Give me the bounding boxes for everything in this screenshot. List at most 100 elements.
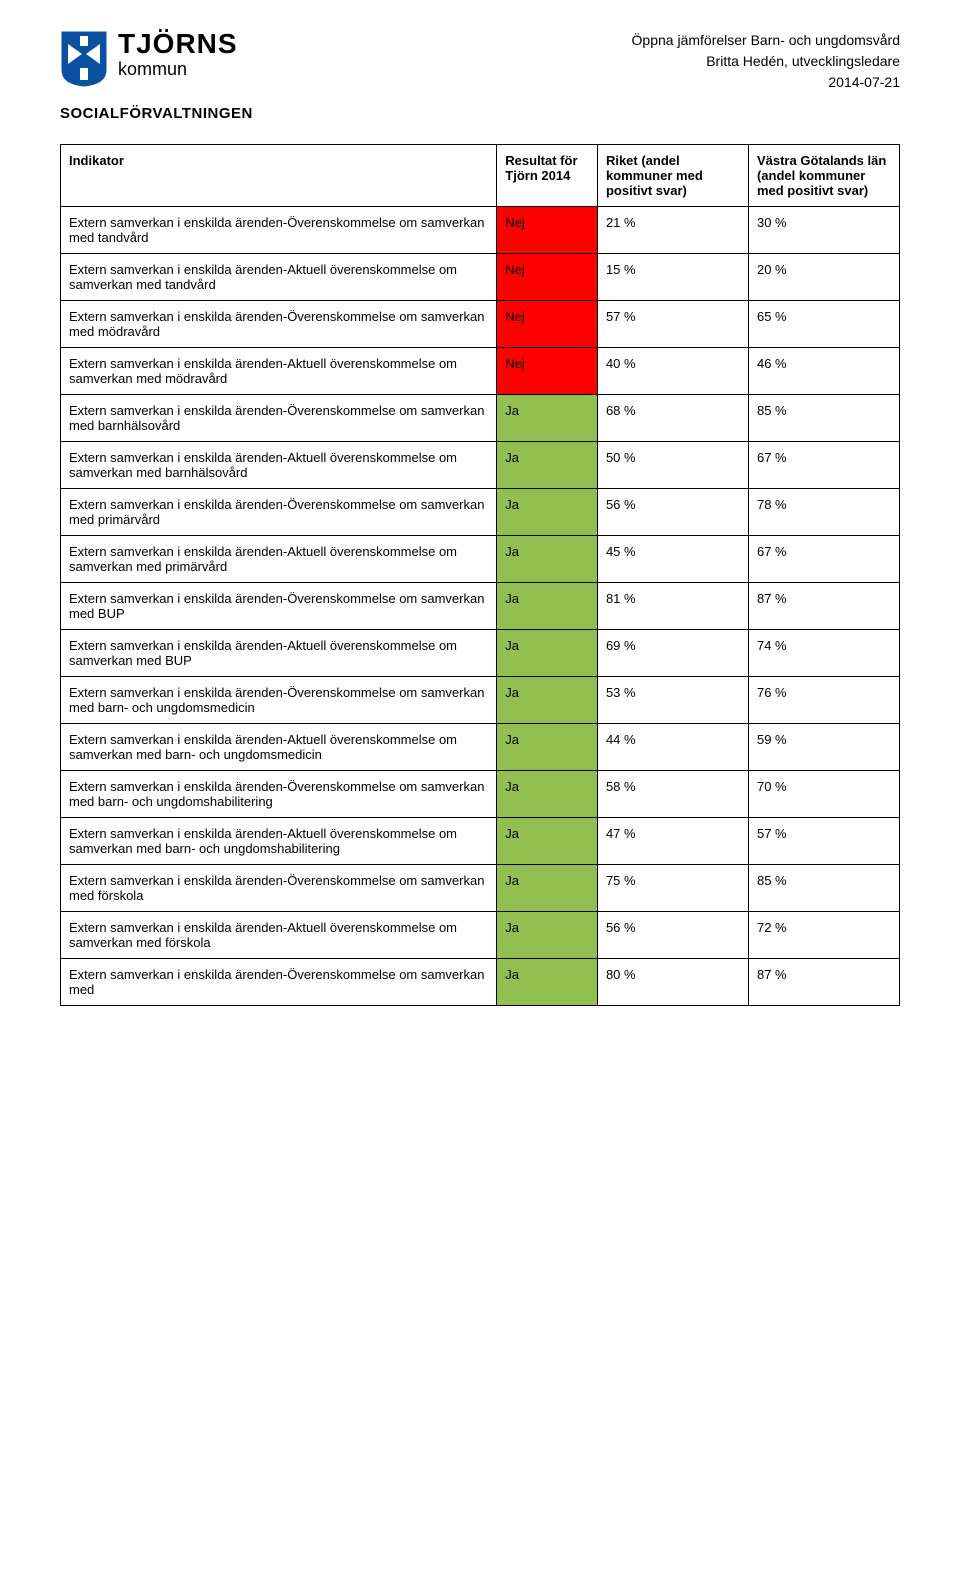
cell-indicator: Extern samverkan i enskilda ärenden-Över…	[61, 771, 497, 818]
cell-vg: 57 %	[748, 818, 899, 865]
cell-riket: 56 %	[597, 489, 748, 536]
table-row: Extern samverkan i enskilda ärenden-Över…	[61, 771, 900, 818]
cell-riket: 47 %	[597, 818, 748, 865]
table-row: Extern samverkan i enskilda ärenden-Över…	[61, 489, 900, 536]
document-meta: Öppna jämförelser Barn- och ungdomsvård …	[632, 30, 900, 93]
cell-result: Ja	[497, 395, 598, 442]
cell-indicator: Extern samverkan i enskilda ärenden-Aktu…	[61, 348, 497, 395]
table-row: Extern samverkan i enskilda ärenden-Aktu…	[61, 536, 900, 583]
cell-result: Nej	[497, 301, 598, 348]
col-result: Resultat för Tjörn 2014	[497, 145, 598, 207]
cell-indicator: Extern samverkan i enskilda ärenden-Över…	[61, 865, 497, 912]
cell-result: Ja	[497, 865, 598, 912]
page: TJÖRNS kommun Öppna jämförelser Barn- oc…	[0, 0, 960, 1046]
cell-indicator: Extern samverkan i enskilda ärenden-Aktu…	[61, 254, 497, 301]
table-row: Extern samverkan i enskilda ärenden-Över…	[61, 301, 900, 348]
cell-vg: 67 %	[748, 536, 899, 583]
cell-vg: 87 %	[748, 959, 899, 1006]
cell-result: Ja	[497, 724, 598, 771]
cell-indicator: Extern samverkan i enskilda ärenden-Över…	[61, 301, 497, 348]
col-indicator: Indikator	[61, 145, 497, 207]
cell-result: Ja	[497, 536, 598, 583]
brand-subtitle: kommun	[118, 60, 238, 78]
brand-title: TJÖRNS	[118, 30, 238, 58]
table-row: Extern samverkan i enskilda ärenden-Aktu…	[61, 912, 900, 959]
cell-riket: 44 %	[597, 724, 748, 771]
table-header-row: Indikator Resultat för Tjörn 2014 Riket …	[61, 145, 900, 207]
table-row: Extern samverkan i enskilda ärenden-Över…	[61, 677, 900, 724]
cell-vg: 74 %	[748, 630, 899, 677]
cell-vg: 46 %	[748, 348, 899, 395]
cell-result: Ja	[497, 442, 598, 489]
brand: TJÖRNS kommun	[60, 30, 238, 93]
cell-indicator: Extern samverkan i enskilda ärenden-Aktu…	[61, 818, 497, 865]
cell-vg: 70 %	[748, 771, 899, 818]
cell-result: Ja	[497, 489, 598, 536]
cell-riket: 75 %	[597, 865, 748, 912]
table-row: Extern samverkan i enskilda ärenden-Aktu…	[61, 724, 900, 771]
cell-riket: 80 %	[597, 959, 748, 1006]
cell-riket: 69 %	[597, 630, 748, 677]
cell-indicator: Extern samverkan i enskilda ärenden-Aktu…	[61, 442, 497, 489]
cell-riket: 21 %	[597, 207, 748, 254]
table-row: Extern samverkan i enskilda ärenden-Aktu…	[61, 630, 900, 677]
cell-indicator: Extern samverkan i enskilda ärenden-Över…	[61, 489, 497, 536]
department-heading: SOCIALFÖRVALTNINGEN	[60, 105, 900, 122]
cell-riket: 15 %	[597, 254, 748, 301]
cell-indicator: Extern samverkan i enskilda ärenden-Aktu…	[61, 912, 497, 959]
crest-icon	[60, 30, 108, 93]
table-row: Extern samverkan i enskilda ärenden-Över…	[61, 207, 900, 254]
cell-vg: 72 %	[748, 912, 899, 959]
cell-riket: 56 %	[597, 912, 748, 959]
cell-vg: 85 %	[748, 395, 899, 442]
table-row: Extern samverkan i enskilda ärenden-Över…	[61, 583, 900, 630]
table-row: Extern samverkan i enskilda ärenden-Över…	[61, 865, 900, 912]
cell-indicator: Extern samverkan i enskilda ärenden-Över…	[61, 677, 497, 724]
meta-line-1: Öppna jämförelser Barn- och ungdomsvård	[632, 30, 900, 51]
cell-indicator: Extern samverkan i enskilda ärenden-Aktu…	[61, 724, 497, 771]
table-row: Extern samverkan i enskilda ärenden-Aktu…	[61, 818, 900, 865]
table-row: Extern samverkan i enskilda ärenden-Aktu…	[61, 442, 900, 489]
table-row: Extern samverkan i enskilda ärenden-Över…	[61, 395, 900, 442]
cell-vg: 20 %	[748, 254, 899, 301]
cell-result: Ja	[497, 771, 598, 818]
cell-vg: 59 %	[748, 724, 899, 771]
header: TJÖRNS kommun Öppna jämförelser Barn- oc…	[60, 30, 900, 93]
cell-result: Ja	[497, 818, 598, 865]
cell-riket: 50 %	[597, 442, 748, 489]
cell-riket: 81 %	[597, 583, 748, 630]
cell-riket: 58 %	[597, 771, 748, 818]
cell-result: Ja	[497, 630, 598, 677]
cell-riket: 57 %	[597, 301, 748, 348]
cell-riket: 53 %	[597, 677, 748, 724]
col-vg: Västra Götalands län (andel kommuner med…	[748, 145, 899, 207]
table-row: Extern samverkan i enskilda ärenden-Aktu…	[61, 254, 900, 301]
cell-vg: 87 %	[748, 583, 899, 630]
cell-vg: 65 %	[748, 301, 899, 348]
cell-indicator: Extern samverkan i enskilda ärenden-Aktu…	[61, 630, 497, 677]
col-riket: Riket (andel kommuner med positivt svar)	[597, 145, 748, 207]
cell-result: Nej	[497, 207, 598, 254]
cell-result: Ja	[497, 912, 598, 959]
cell-indicator: Extern samverkan i enskilda ärenden-Över…	[61, 959, 497, 1006]
cell-result: Ja	[497, 583, 598, 630]
brand-text: TJÖRNS kommun	[118, 30, 238, 78]
cell-indicator: Extern samverkan i enskilda ärenden-Aktu…	[61, 536, 497, 583]
cell-riket: 40 %	[597, 348, 748, 395]
indicator-table: Indikator Resultat för Tjörn 2014 Riket …	[60, 144, 900, 1006]
table-row: Extern samverkan i enskilda ärenden-Över…	[61, 959, 900, 1006]
cell-result: Ja	[497, 959, 598, 1006]
table-row: Extern samverkan i enskilda ärenden-Aktu…	[61, 348, 900, 395]
cell-vg: 76 %	[748, 677, 899, 724]
meta-line-2: Britta Hedén, utvecklingsledare	[632, 51, 900, 72]
cell-riket: 45 %	[597, 536, 748, 583]
cell-result: Ja	[497, 677, 598, 724]
cell-result: Nej	[497, 254, 598, 301]
cell-indicator: Extern samverkan i enskilda ärenden-Över…	[61, 583, 497, 630]
cell-riket: 68 %	[597, 395, 748, 442]
cell-vg: 78 %	[748, 489, 899, 536]
cell-vg: 30 %	[748, 207, 899, 254]
cell-vg: 85 %	[748, 865, 899, 912]
meta-line-3: 2014-07-21	[632, 72, 900, 93]
cell-indicator: Extern samverkan i enskilda ärenden-Över…	[61, 207, 497, 254]
